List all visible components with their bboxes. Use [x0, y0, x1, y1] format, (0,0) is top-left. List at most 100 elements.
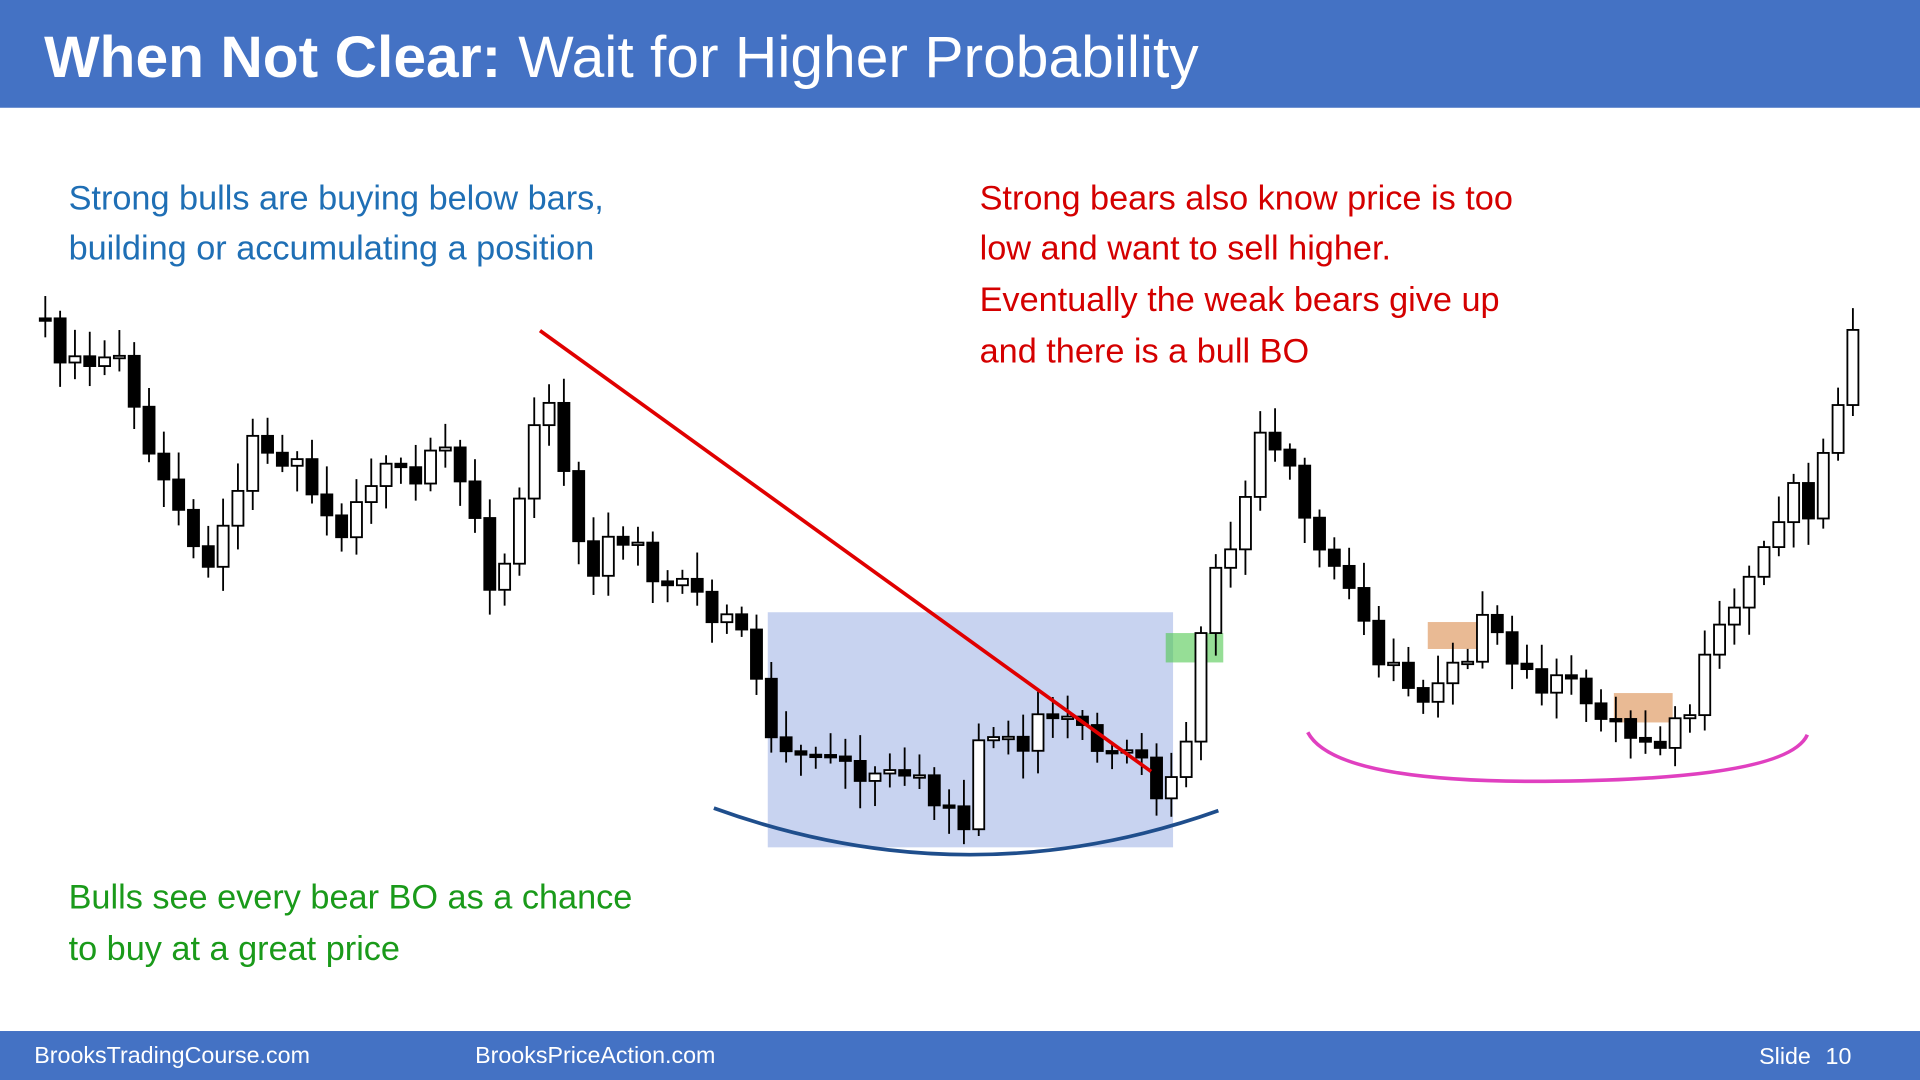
candle-body	[1683, 714, 1697, 720]
candle-body	[1594, 702, 1608, 720]
candle-body	[1253, 431, 1267, 498]
candle-body	[1476, 613, 1489, 663]
candle-body	[53, 317, 67, 364]
slide-title: When Not Clear: Wait for Higher Probabili…	[44, 25, 1199, 90]
candle-body	[83, 355, 97, 367]
candle-body	[1831, 404, 1845, 454]
candle-body	[1787, 482, 1801, 524]
candle-body	[1313, 516, 1326, 551]
candle-body	[705, 590, 719, 624]
candle-body	[572, 470, 586, 543]
candle-body	[587, 540, 600, 577]
candle-body	[1209, 566, 1223, 634]
candle-body	[1135, 749, 1149, 759]
candle-body	[1431, 682, 1445, 703]
sell-zone	[1427, 622, 1486, 649]
candle-body	[261, 434, 274, 454]
candle-body	[1446, 661, 1460, 685]
candle-body	[1505, 631, 1519, 665]
candle-body	[616, 535, 630, 546]
candle-body	[1016, 735, 1030, 752]
candle-body	[409, 466, 423, 485]
candle-body	[1579, 677, 1593, 705]
candle-body	[1194, 632, 1208, 743]
candle-body	[438, 446, 452, 452]
candlestick-chart	[38, 296, 1860, 848]
candle-body	[498, 562, 512, 591]
note-bears-selling: Strong bears also know price is too low …	[980, 179, 1513, 370]
candle-body	[1698, 653, 1712, 717]
candle-body	[542, 401, 556, 427]
candle-body	[1550, 674, 1563, 694]
slide-number: Slide 10	[1759, 1043, 1851, 1069]
candle-body	[290, 458, 304, 467]
candle-body	[690, 577, 704, 593]
bottom-arc	[1306, 731, 1810, 784]
candle-body	[1401, 661, 1415, 689]
candle-body	[187, 508, 200, 548]
candle-body	[853, 759, 867, 782]
candle-body	[201, 545, 215, 568]
note-line: Strong bulls are buying below bars,	[69, 179, 604, 217]
trend-line	[538, 329, 1153, 773]
candle-body	[1713, 623, 1726, 656]
candle-body	[735, 613, 749, 631]
note-line: Bulls see every bear BO as a chance	[69, 879, 633, 917]
sell-zone	[1613, 693, 1673, 723]
candle-body	[1238, 496, 1252, 551]
candle-body	[379, 462, 393, 487]
candle-body	[127, 354, 141, 408]
candle-body	[335, 514, 349, 539]
footer-bar	[0, 1031, 1920, 1080]
candle-body	[468, 480, 482, 519]
candle-body	[1757, 546, 1771, 578]
candle-body	[794, 750, 808, 756]
candle-body	[1001, 735, 1015, 741]
candle-body	[1061, 715, 1075, 720]
slide-label: Slide	[1759, 1043, 1811, 1069]
candle-body	[1624, 718, 1638, 739]
candle-body	[157, 452, 171, 481]
candle-body	[824, 754, 837, 759]
candle-body	[172, 478, 186, 511]
bottom-arc	[713, 806, 1219, 857]
candle-body	[1179, 740, 1193, 778]
note-line: to buy at a great price	[69, 930, 400, 968]
footer-left: BrooksTradingCourse.com	[34, 1042, 310, 1068]
candle-body	[424, 449, 437, 485]
candle-body	[898, 769, 912, 777]
candle-body	[98, 356, 112, 367]
candle-body	[320, 493, 334, 517]
note-bulls-buying: Strong bulls are buying below bars, buil…	[69, 179, 604, 267]
candle-body	[38, 317, 52, 322]
candle-body	[1772, 521, 1786, 549]
candle-body	[1535, 668, 1549, 694]
header-bar	[0, 0, 1920, 108]
note-line: low and want to sell higher.	[980, 230, 1391, 268]
candle-body	[957, 805, 971, 831]
candle-body	[838, 755, 852, 762]
note-line: Eventually the weak bears give up	[980, 281, 1500, 319]
candle-body	[1609, 718, 1623, 723]
candle-body	[601, 535, 615, 577]
candle-body	[231, 489, 245, 527]
candle-body	[1357, 587, 1371, 622]
candle-body	[1639, 736, 1652, 743]
candle-body	[1846, 328, 1860, 406]
candle-body	[68, 355, 82, 364]
candle-body	[1372, 619, 1386, 666]
candle-body	[1816, 452, 1830, 520]
note-line: Strong bears also know price is too	[980, 179, 1513, 217]
candle-body	[1802, 482, 1815, 520]
note-bulls-bear-bo: Bulls see every bear BO as a chance to b…	[69, 879, 633, 968]
candle-body	[972, 739, 986, 831]
candle-body	[275, 451, 289, 467]
candle-body	[1727, 606, 1741, 626]
candle-body	[913, 774, 926, 779]
title-rest: Wait for Higher Probability	[518, 25, 1199, 90]
candle-body	[764, 677, 778, 739]
candle-body	[1490, 613, 1504, 634]
candle-body	[557, 401, 571, 472]
